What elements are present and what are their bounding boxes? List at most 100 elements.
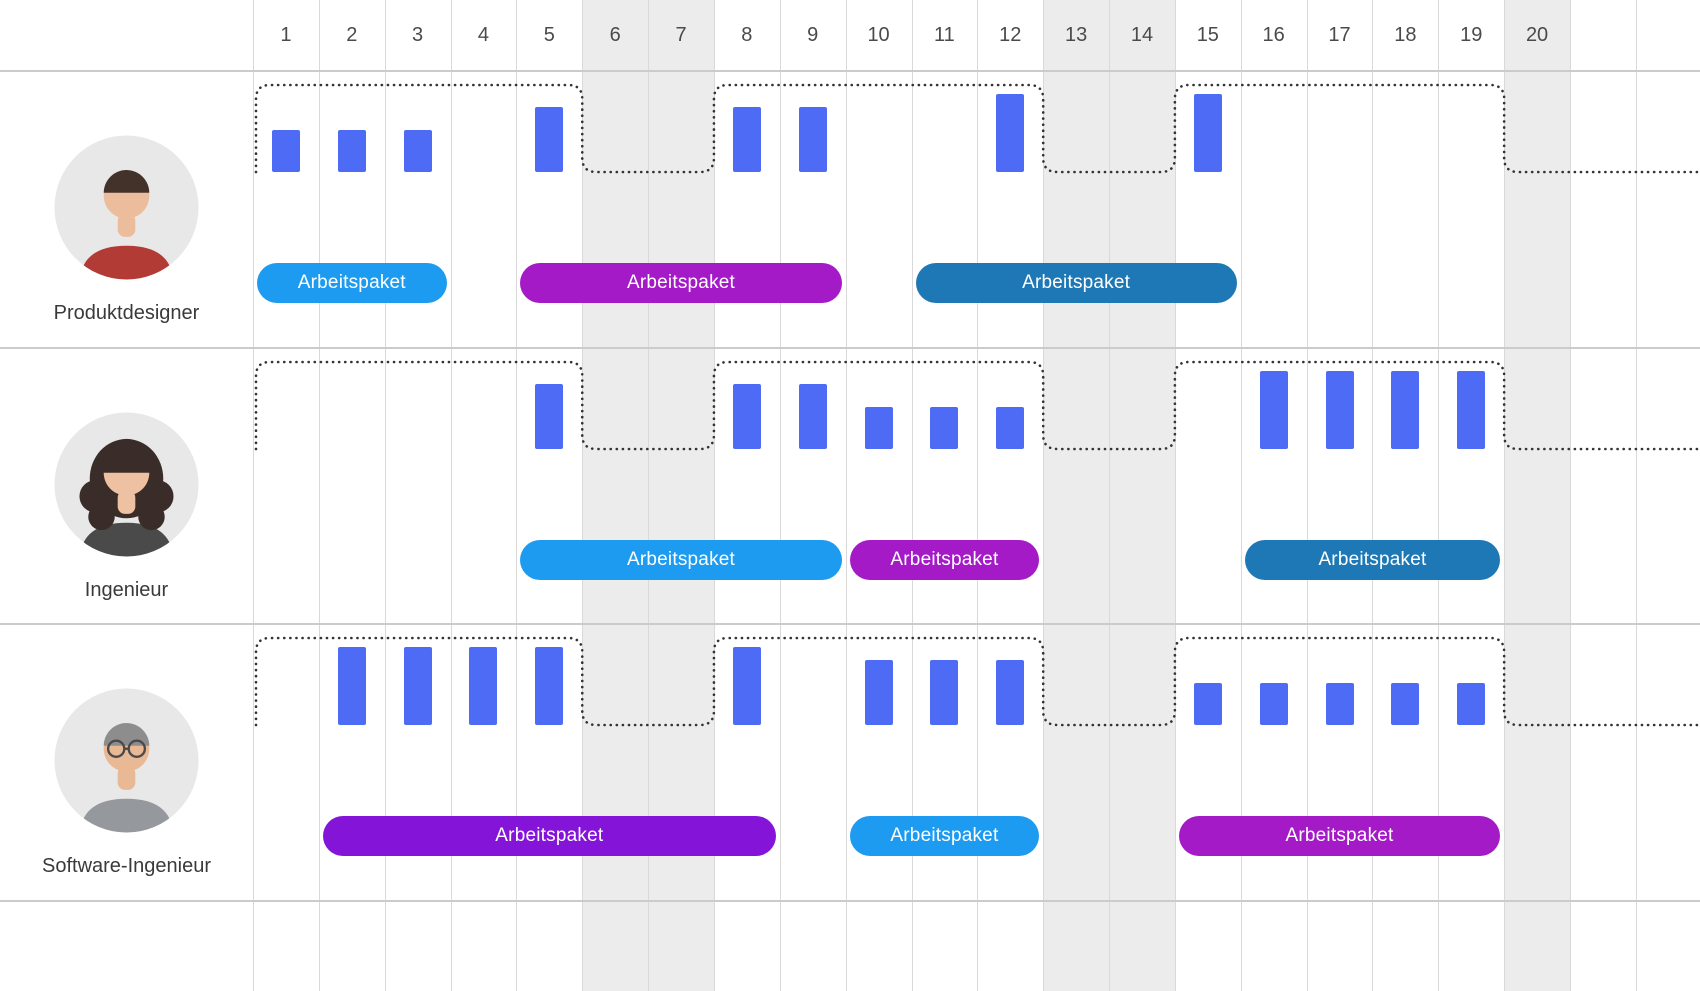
day-label: 12 xyxy=(999,24,1022,46)
day-label: 4 xyxy=(477,24,490,46)
workload-bar xyxy=(930,660,959,725)
workload-bar xyxy=(271,130,300,172)
day-label: 9 xyxy=(807,24,819,46)
workload-bar xyxy=(996,407,1025,449)
workload-bar xyxy=(1325,683,1354,725)
workload-bar xyxy=(864,660,893,725)
workload-bar xyxy=(1193,94,1222,172)
grid-vertical-line xyxy=(516,0,518,991)
work-package-pill[interactable]: Arbeitspaket xyxy=(520,263,842,303)
work-package-label: Arbeitspaket xyxy=(890,549,999,570)
workload-bar xyxy=(1391,683,1420,725)
day-label: 14 xyxy=(1130,24,1154,46)
workload-bar xyxy=(996,94,1025,172)
day-label: 3 xyxy=(412,24,424,46)
workload-bar xyxy=(1325,371,1354,449)
resource-name: Software-Ingenieur xyxy=(42,855,211,877)
grid-vertical-line xyxy=(713,0,715,991)
workload-bar xyxy=(1391,371,1420,449)
day-label: 5 xyxy=(543,24,555,46)
day-label: 1 xyxy=(280,24,292,46)
day-label: 15 xyxy=(1196,24,1219,46)
workload-bar xyxy=(1457,371,1486,449)
row-separator-line xyxy=(0,623,1700,625)
row-separator-line xyxy=(0,900,1700,902)
resource-row: Ingenieur Arbeitspaket Arbeitspaket Arbeit… xyxy=(0,347,1700,624)
grid-vertical-line xyxy=(1306,0,1308,991)
workload-bar xyxy=(864,407,893,449)
workload-bar xyxy=(732,107,761,172)
workload-bar xyxy=(337,647,366,725)
row-grid: Arbeitspaket Arbeitspaket Arbeitspaket xyxy=(253,623,1700,900)
work-package-label: Arbeitspaket xyxy=(627,549,736,570)
grid-vertical-line xyxy=(450,0,452,991)
resource-row: Produktdesigner Arbeitspaket Arbeitspaket… xyxy=(0,70,1700,347)
avatar-male xyxy=(54,135,199,280)
grid-vertical-line xyxy=(1240,0,1242,991)
resource-cell: Software-Ingenieur xyxy=(0,623,253,900)
grid-vertical-line xyxy=(1372,0,1374,991)
grid-vertical-line xyxy=(1438,0,1440,991)
row-separator-line xyxy=(0,70,1700,72)
day-label: 20 xyxy=(1525,24,1549,46)
grid-vertical-line xyxy=(1504,0,1506,991)
day-label: 13 xyxy=(1064,24,1088,46)
work-package-label: Arbeitspaket xyxy=(627,272,736,293)
resource-cell: Produktdesigner xyxy=(0,70,253,347)
work-package-pill[interactable]: Arbeitspaket xyxy=(1244,540,1501,580)
grid-vertical-line xyxy=(1043,0,1045,991)
resource-name: Ingenieur xyxy=(84,579,169,601)
grid-vertical-line xyxy=(648,0,650,991)
work-package-pill[interactable]: Arbeitspaket xyxy=(849,816,1040,856)
work-package-pill[interactable]: Arbeitspaket xyxy=(322,816,776,856)
grid-vertical-line xyxy=(1109,0,1111,991)
resource-name: Produktdesigner xyxy=(53,302,200,324)
workload-bar xyxy=(996,660,1025,725)
grid-vertical-line xyxy=(1570,0,1571,991)
work-package-label: Arbeitspaket xyxy=(1285,825,1394,846)
grid-vertical-line xyxy=(779,0,781,991)
grid-vertical-line xyxy=(911,0,913,991)
day-label: 19 xyxy=(1460,24,1483,46)
day-label: 6 xyxy=(609,24,621,46)
grid-vertical-line xyxy=(977,0,979,991)
day-label: 7 xyxy=(675,24,687,46)
resource-cell: Ingenieur xyxy=(0,347,253,624)
day-label: 11 xyxy=(934,24,955,46)
work-package-pill[interactable]: Arbeitspaket xyxy=(520,540,842,580)
workload-bar xyxy=(1259,683,1288,725)
workload-bar xyxy=(798,384,827,449)
work-package-label: Arbeitspaket xyxy=(890,825,999,846)
workload-bar xyxy=(798,107,827,172)
day-label: 16 xyxy=(1262,24,1285,46)
work-package-pill[interactable]: Arbeitspaket xyxy=(1178,816,1501,856)
day-label: 18 xyxy=(1394,24,1417,46)
row-separator-line xyxy=(0,347,1700,349)
workload-bar xyxy=(535,384,564,449)
workload-bar xyxy=(469,647,498,725)
day-label: 8 xyxy=(741,24,753,46)
day-label: 2 xyxy=(346,24,358,46)
workload-bar xyxy=(403,130,432,172)
work-package-pill[interactable]: Arbeitspaket xyxy=(849,540,1040,580)
workload-bar xyxy=(337,130,366,172)
work-package-pill[interactable]: Arbeitspaket xyxy=(915,263,1237,303)
grid-vertical-line xyxy=(1174,0,1176,991)
workload-bar xyxy=(1457,683,1486,725)
row-grid: Arbeitspaket Arbeitspaket Arbeitspaket xyxy=(253,347,1700,624)
capacity-outline xyxy=(254,83,1700,174)
workload-bar xyxy=(732,384,761,449)
day-label: 17 xyxy=(1328,24,1351,46)
grid-vertical-line xyxy=(384,0,386,991)
avatar-female-curly xyxy=(54,412,199,557)
work-package-label: Arbeitspaket xyxy=(495,825,604,846)
work-package-pill[interactable]: Arbeitspaket xyxy=(257,263,447,303)
workload-bar xyxy=(1193,683,1222,725)
workload-bar xyxy=(732,647,761,725)
grid-vertical-line xyxy=(845,0,847,991)
work-package-label: Arbeitspaket xyxy=(1022,272,1131,293)
